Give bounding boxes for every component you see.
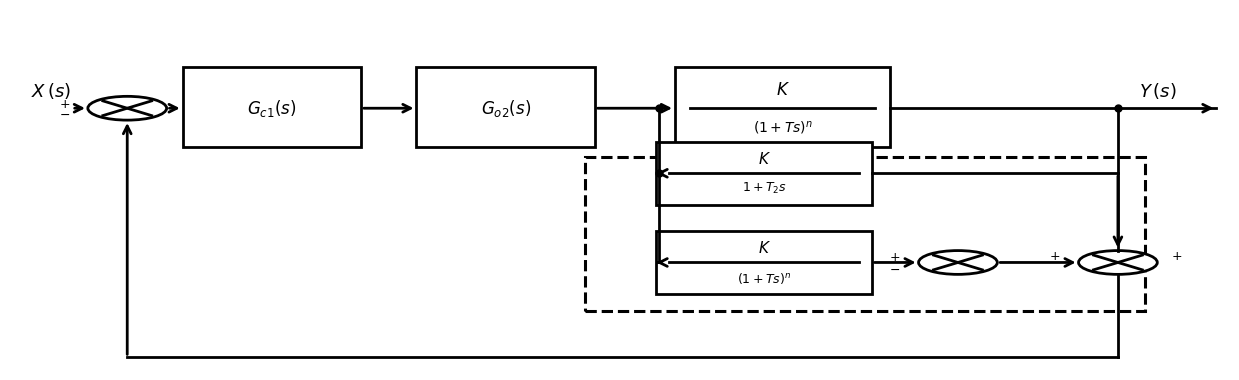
Bar	[657, 231, 872, 294]
Text: $+$: $+$	[1049, 250, 1061, 263]
Circle shape	[918, 250, 997, 274]
Text: $K$: $K$	[776, 81, 789, 100]
Text: $-$: $-$	[890, 263, 901, 276]
Text: $+$: $+$	[890, 251, 901, 264]
Text: $+$: $+$	[58, 98, 69, 111]
Circle shape	[88, 97, 166, 120]
Text: $(1+Ts)^n$: $(1+Ts)^n$	[752, 119, 813, 136]
Bar	[416, 67, 595, 147]
Bar	[182, 67, 361, 147]
Bar	[585, 157, 1145, 311]
Text: $K$: $K$	[757, 151, 771, 167]
Text: $Y\,(s)$: $Y\,(s)$	[1139, 81, 1177, 101]
Bar	[675, 67, 891, 147]
Text: $(1+Ts)^n$: $(1+Ts)^n$	[737, 271, 792, 286]
Text: $+$: $+$	[1171, 250, 1182, 263]
Text: $K$: $K$	[757, 241, 771, 256]
Text: $1+T_2 s$: $1+T_2 s$	[742, 181, 787, 196]
Text: $-$: $-$	[58, 108, 69, 121]
Text: $G_{c1}(s)$: $G_{c1}(s)$	[247, 98, 296, 119]
Circle shape	[1078, 250, 1157, 274]
Text: $G_{o2}(s)$: $G_{o2}(s)$	[481, 98, 530, 119]
Bar	[657, 142, 872, 205]
Text: $X\,(s)$: $X\,(s)$	[31, 81, 71, 101]
